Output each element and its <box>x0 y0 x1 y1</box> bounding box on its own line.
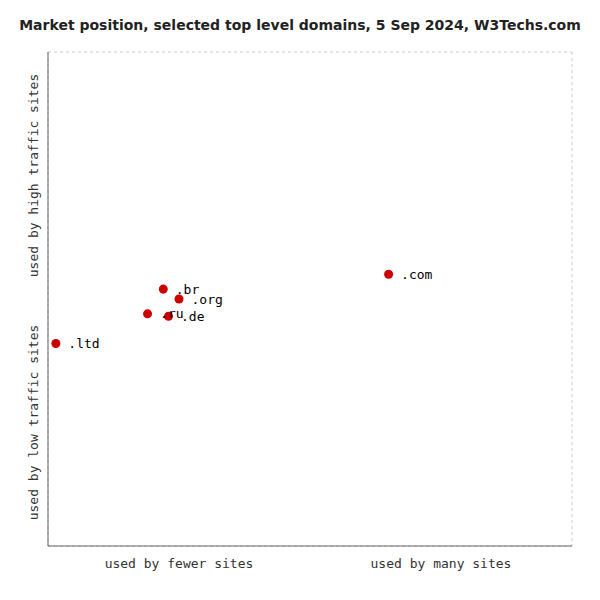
svg-text:used by many sites: used by many sites <box>371 556 512 571</box>
svg-text:used by high traffic sites: used by high traffic sites <box>26 74 41 278</box>
svg-text:.com: .com <box>401 267 432 282</box>
svg-text:used by low traffic sites: used by low traffic sites <box>26 325 41 521</box>
svg-text:.ru: .ru <box>160 306 183 321</box>
svg-text:.br: .br <box>175 281 200 297</box>
html-text:Market position, selected top: Market position, selected top level doma… <box>19 17 581 33</box>
svg-text:.org: .org <box>192 292 223 307</box>
svg-text:used by fewer sites: used by fewer sites <box>105 556 254 571</box>
svg-text:.ltd: .ltd <box>68 336 99 351</box>
svg-text:.de: .de <box>181 309 205 324</box>
